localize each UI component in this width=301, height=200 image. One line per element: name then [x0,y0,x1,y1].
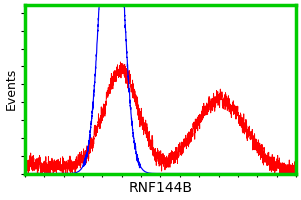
Y-axis label: Events: Events [5,68,18,110]
X-axis label: RNF144B: RNF144B [129,181,192,195]
